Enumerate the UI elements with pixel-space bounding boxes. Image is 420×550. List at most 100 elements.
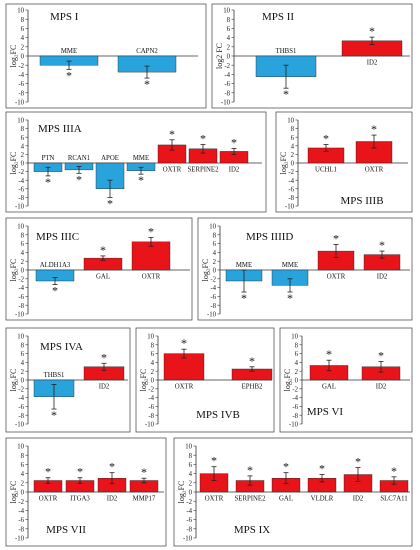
y-tick-label: 2 bbox=[151, 369, 155, 376]
y-tick-label: -8 bbox=[18, 413, 24, 420]
significance-marker-uchl1: * bbox=[323, 132, 329, 146]
y-tick-label: 4 bbox=[189, 471, 193, 478]
y-tick-label: 6 bbox=[189, 462, 193, 469]
y-tick-label: -2 bbox=[18, 276, 24, 283]
y-tick-label: 10 bbox=[17, 444, 24, 451]
y-tick-label: 10 bbox=[209, 224, 216, 231]
y-tick-label: -6 bbox=[18, 81, 24, 88]
y-tick-label: -8 bbox=[288, 195, 294, 202]
y-tick-label: 0 bbox=[151, 378, 155, 385]
y-tick-label: -6 bbox=[18, 294, 24, 301]
y-tick-label: 6 bbox=[213, 241, 217, 248]
category-label-itga3: ITGA3 bbox=[70, 496, 90, 503]
y-tick-label: 4 bbox=[291, 143, 295, 150]
category-label-gal: GAL bbox=[279, 496, 293, 503]
y-tick-label: 8 bbox=[21, 232, 25, 239]
panel-mps-iiia: 108 64 2 0-2 -4-6 -8 -10 log₂FC * PTN * RCAN1 * APOE *… bbox=[5, 111, 267, 213]
category-label-uchl1: UCHL1 bbox=[315, 167, 337, 174]
y-tick-label: 2 bbox=[21, 152, 25, 159]
y-tick-label: -4 bbox=[18, 285, 24, 292]
significance-marker-id2: * bbox=[378, 349, 384, 363]
y-axis-label: log₂FC bbox=[139, 369, 148, 392]
category-label-rcan1: RCAN1 bbox=[68, 155, 90, 162]
y-tick-label: -2 bbox=[18, 63, 24, 70]
panel-title: MPS IIIID bbox=[246, 231, 293, 243]
y-tick-label: -10 bbox=[15, 422, 25, 429]
category-label-mmp17: MMP17 bbox=[133, 496, 156, 503]
y-tick-label: 0 bbox=[213, 268, 217, 275]
significance-marker-itga3: * bbox=[77, 465, 83, 479]
category-label-aldh1a3: ALDH1A3 bbox=[40, 262, 71, 269]
category-label-oxtr: OXTR bbox=[142, 274, 161, 281]
y-tick-label: 0 bbox=[227, 54, 231, 61]
category-label-mme: MME bbox=[236, 262, 252, 269]
significance-marker-serpine2: * bbox=[247, 463, 253, 477]
significance-marker-id2: * bbox=[101, 350, 107, 364]
y-tick-label: -4 bbox=[186, 508, 192, 515]
y-tick-label: 6 bbox=[291, 135, 295, 142]
y-tick-label: -8 bbox=[148, 413, 154, 420]
y-tick-label: -8 bbox=[18, 303, 24, 310]
y-tick-label: 10 bbox=[287, 118, 294, 125]
significance-marker-oxtr: * bbox=[45, 465, 51, 479]
category-label-id2: ID2 bbox=[107, 496, 118, 503]
category-label-oxtr: OXTR bbox=[39, 496, 58, 503]
y-tick-label: 2 bbox=[21, 369, 25, 376]
y-axis-label: log₂FC bbox=[177, 481, 186, 504]
significance-marker-mme: * bbox=[241, 291, 247, 305]
y-tick-label: 2 bbox=[21, 259, 25, 266]
category-label-thbs1: THBS1 bbox=[276, 48, 297, 55]
significance-marker-id2: * bbox=[379, 238, 385, 252]
significance-marker-gal: * bbox=[100, 243, 106, 257]
y-tick-label: 10 bbox=[17, 8, 24, 15]
category-label-id2: ID2 bbox=[353, 496, 364, 503]
significance-marker-mme: * bbox=[138, 173, 144, 187]
significance-marker-oxtr: * bbox=[181, 336, 187, 350]
y-tick-label: 4 bbox=[227, 35, 231, 42]
panel-title: MPS IIIC bbox=[36, 231, 79, 243]
y-tick-label: 10 bbox=[223, 8, 230, 15]
significance-marker-rcan1: * bbox=[76, 172, 82, 186]
y-tick-label: 8 bbox=[151, 342, 155, 349]
y-tick-label: -6 bbox=[148, 404, 154, 411]
y-axis-label: log₂FC bbox=[279, 152, 288, 175]
y-tick-label: 4 bbox=[21, 360, 25, 367]
y-tick-label: -6 bbox=[292, 404, 298, 411]
y-tick-label: -8 bbox=[18, 195, 24, 202]
y-tick-label: 10 bbox=[147, 334, 154, 341]
y-tick-label: -4 bbox=[18, 72, 24, 79]
y-tick-label: 0 bbox=[291, 161, 295, 168]
y-tick-label: -8 bbox=[224, 90, 230, 97]
y-axis-label: log₂FC bbox=[9, 369, 18, 392]
y-axis-label: log2 FC bbox=[215, 43, 224, 69]
category-label-mme: MME bbox=[282, 262, 298, 269]
y-tick-label: 8 bbox=[21, 342, 25, 349]
y-tick-label: -10 bbox=[289, 422, 299, 429]
y-tick-label: 10 bbox=[17, 334, 24, 341]
y-tick-label: -4 bbox=[18, 395, 24, 402]
panel-title: MPS VI bbox=[307, 406, 344, 418]
significance-marker-gal: * bbox=[326, 347, 332, 361]
y-tick-label: -2 bbox=[186, 499, 192, 506]
y-tick-label: -2 bbox=[18, 499, 24, 506]
y-tick-label: 0 bbox=[295, 378, 299, 385]
panel-mps-ivb: 108 6 4 2 0-2 -4 -6 -8 -10 log₂FC * OXTR * EPHB2 MPS I… bbox=[135, 327, 275, 433]
y-tick-label: 8 bbox=[213, 232, 217, 239]
y-tick-label: -8 bbox=[292, 413, 298, 420]
y-tick-label: 6 bbox=[21, 462, 25, 469]
category-label-mme: MME bbox=[133, 155, 149, 162]
y-tick-label: -8 bbox=[186, 526, 192, 533]
y-tick-label: -10 bbox=[221, 100, 231, 107]
y-tick-label: -4 bbox=[292, 395, 298, 402]
significance-marker-serpine2: * bbox=[200, 132, 206, 146]
y-tick-label: 8 bbox=[21, 17, 25, 24]
y-axis-label: log₂FC bbox=[283, 369, 292, 392]
y-tick-label: 6 bbox=[21, 351, 25, 358]
category-label-oxtr: OXTR bbox=[365, 167, 384, 174]
panel-title: MPS VII bbox=[46, 524, 86, 536]
panel-mps-iiic: 108 6 4 2 0-2 -4 -6 -8 -10 log₂FC * ALDH1A3 * GAL * OXT… bbox=[5, 217, 193, 321]
y-tick-label: -4 bbox=[210, 285, 216, 292]
y-tick-label: 8 bbox=[295, 342, 299, 349]
y-axis-label: log₂FC bbox=[9, 481, 18, 504]
